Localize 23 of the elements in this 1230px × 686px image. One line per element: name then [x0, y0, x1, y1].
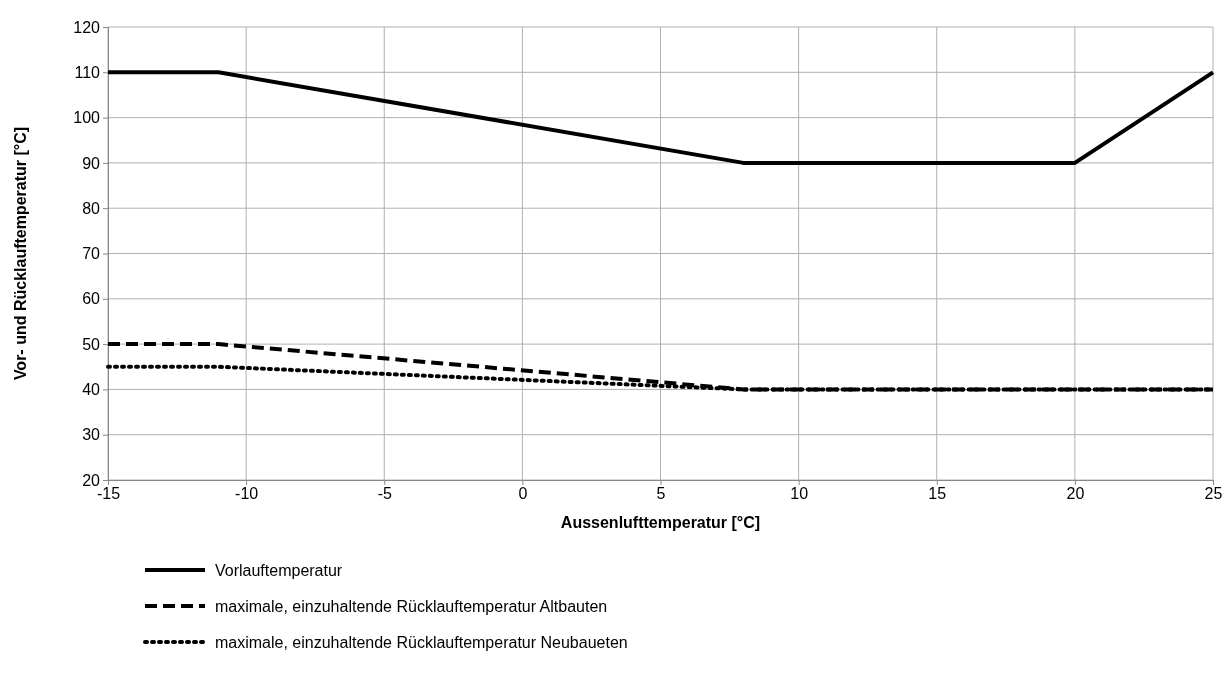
y-tick-label: 90 [82, 154, 101, 172]
x-tick-label: 0 [518, 485, 528, 503]
x-tick-label: 20 [1066, 485, 1085, 503]
y-tick-label: 80 [82, 199, 101, 217]
y-tick-label: 120 [73, 18, 101, 36]
y-tick-label: 70 [82, 245, 101, 263]
x-tick-label: 25 [1204, 485, 1223, 503]
x-tick-label: -10 [235, 485, 259, 503]
legend-label: maximale, einzuhaltende Rücklauftemperatur Neubaueten [215, 634, 628, 651]
y-tick-label: 30 [82, 426, 101, 444]
legend-label: maximale, einzuhaltende Rücklauftemperatur Altbauten [215, 598, 608, 615]
y-axis-title: Vor- und Rücklauftemperatur [°C] [12, 126, 29, 381]
x-axis-title: Aussenlufttemperatur [°C] [560, 514, 761, 531]
x-tick-label: -5 [377, 485, 392, 503]
y-tick-label: 100 [73, 109, 101, 127]
y-tick-label: 40 [82, 381, 101, 399]
y-tick-label: 50 [82, 335, 101, 353]
x-tick-label: 5 [656, 485, 666, 503]
x-tick-label: 15 [928, 485, 947, 503]
x-tick-label: 10 [790, 485, 809, 503]
y-tick-label: 110 [74, 63, 101, 81]
y-tick-label: 60 [82, 290, 101, 308]
legend-label: Vorlauftemperatur [215, 562, 343, 579]
